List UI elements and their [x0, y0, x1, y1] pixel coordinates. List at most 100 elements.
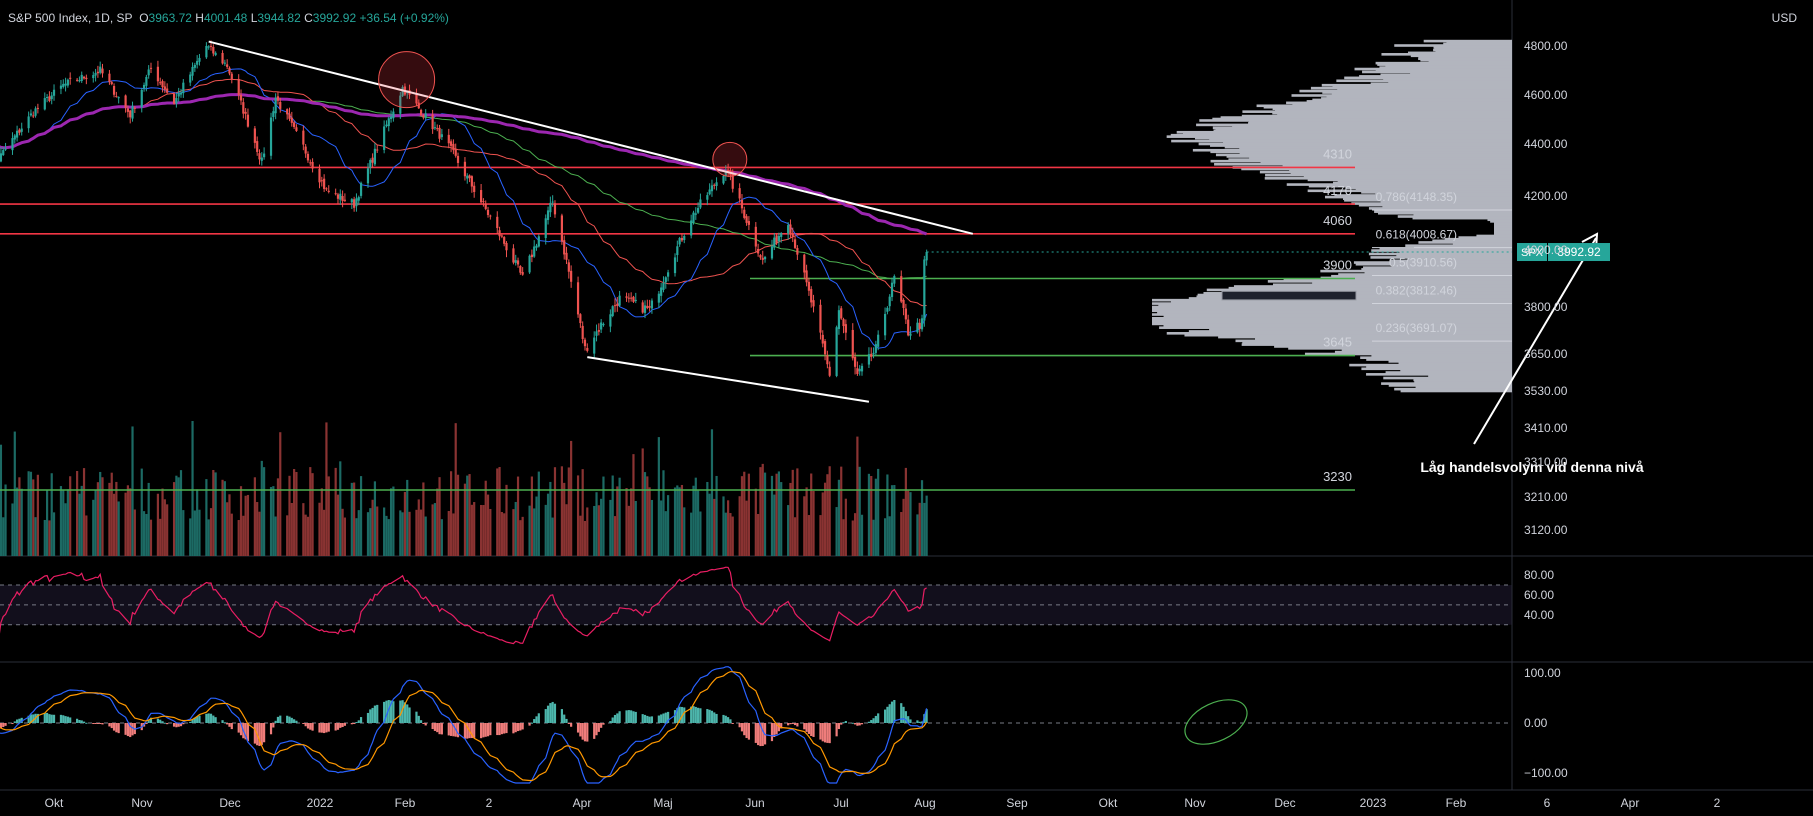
volume-bar: [484, 480, 487, 556]
macd-histogram-bar: [727, 717, 730, 723]
macd-histogram-bar: [810, 723, 813, 737]
candle-body: [350, 199, 353, 203]
candle-body: [722, 176, 725, 184]
macd-histogram-bar: [27, 715, 30, 723]
volume-bar: [0, 444, 3, 556]
volume-profile-bar: [1163, 315, 1512, 318]
macd-histogram-bar: [422, 723, 425, 724]
macd-histogram-bar: [92, 723, 95, 724]
price-axis-label: 4400.00: [1524, 137, 1568, 151]
macd-histogram-bar: [856, 723, 859, 726]
volume-bar: [835, 507, 838, 556]
macd-histogram-bar: [713, 712, 716, 723]
macd-axis-label: −100.00: [1524, 766, 1568, 780]
volume-profile-bar: [1380, 200, 1512, 204]
volume-bar: [803, 496, 806, 556]
candle-body: [858, 368, 861, 372]
macd-histogram-bar: [597, 723, 600, 732]
open-value: 3963.72: [148, 11, 192, 25]
macd-histogram-bar: [789, 723, 792, 725]
macd-histogram-bar: [500, 723, 503, 735]
volume-bar: [311, 473, 314, 556]
macd-histogram-bar: [835, 723, 838, 737]
macd-histogram-bar: [244, 723, 247, 740]
volume-profile-bar: [1405, 244, 1512, 247]
candle-body: [791, 233, 794, 237]
macd-histogram-bar: [228, 723, 231, 727]
rsi-axis-label: 40.00: [1524, 608, 1554, 622]
volume-bar: [94, 489, 97, 556]
volume-profile-bar: [1218, 335, 1512, 339]
candle-body: [715, 182, 718, 186]
candle-body: [890, 282, 894, 298]
volume-profile-bar: [1272, 283, 1512, 287]
candle-body: [13, 135, 16, 140]
volume-profile-bar: [1355, 187, 1512, 191]
volume-bar: [923, 502, 926, 556]
volume-bar: [133, 509, 136, 556]
macd-histogram-bar: [46, 712, 49, 723]
candle-body: [34, 108, 37, 116]
volume-bar: [745, 500, 748, 556]
macd-histogram-bar: [611, 717, 614, 723]
volume-bar: [50, 473, 53, 556]
volume-profile-bar: [1259, 170, 1512, 174]
macd-histogram-bar: [683, 707, 686, 723]
candle-body: [657, 293, 660, 303]
macd-histogram-bar: [498, 723, 501, 736]
volume-bar: [486, 494, 490, 556]
price-axis-label: 4000.00: [1524, 243, 1568, 257]
volume-profile-bar: [1366, 358, 1512, 361]
macd-histogram-bar: [805, 723, 808, 732]
volume-profile-bar: [1188, 330, 1512, 333]
candle-body: [272, 111, 275, 118]
candle-body: [902, 299, 905, 309]
macd-histogram-bar: [18, 718, 21, 723]
macd-histogram-bar: [710, 710, 714, 723]
volume-bar: [565, 504, 568, 556]
macd-histogram-bar: [82, 721, 86, 723]
macd-histogram-bar: [484, 723, 487, 737]
candle-body: [279, 101, 282, 109]
candle-body: [632, 296, 635, 302]
high-value: 4001.48: [203, 11, 248, 25]
volume-bar: [355, 518, 358, 556]
volume-bar: [789, 482, 792, 556]
macd-line: [0, 666, 928, 784]
macd-histogram-bar: [403, 702, 407, 723]
candle-body: [177, 93, 180, 97]
candle-body: [593, 337, 596, 354]
volume-bar: [533, 508, 536, 556]
macd-histogram-bar: [551, 701, 554, 723]
candle-body: [530, 254, 533, 258]
volume-profile-bar: [1389, 259, 1512, 263]
volume-profile-bar: [1349, 363, 1512, 367]
volume-profile-bar: [1210, 159, 1512, 163]
candle-body: [452, 143, 455, 151]
candle-body: [630, 297, 633, 299]
level-label-4060: 4060: [1323, 213, 1352, 228]
macd-histogram-bar: [844, 720, 847, 723]
candle-body: [870, 353, 873, 357]
candle-body: [563, 240, 566, 255]
volume-profile-bar: [1163, 324, 1512, 328]
macd-histogram-bar: [353, 723, 356, 724]
volume-profile-bar: [1199, 119, 1512, 122]
candle-body: [161, 80, 164, 88]
volume-profile-bar: [1331, 92, 1512, 96]
candle-body: [172, 93, 176, 104]
volume-bar: [172, 482, 176, 556]
volume-profile-bar: [1170, 300, 1512, 304]
candle-body: [609, 314, 612, 327]
candle-body: [193, 64, 196, 68]
volume-bar: [634, 501, 637, 556]
volume-bar: [826, 474, 829, 556]
symbol-badge: [1517, 243, 1547, 262]
candle-body: [480, 190, 483, 203]
candle-body: [678, 238, 681, 245]
candle-body: [503, 237, 506, 244]
volume-bar: [805, 487, 808, 556]
macd-histogram-bar: [870, 720, 873, 723]
candle-body: [883, 313, 887, 336]
